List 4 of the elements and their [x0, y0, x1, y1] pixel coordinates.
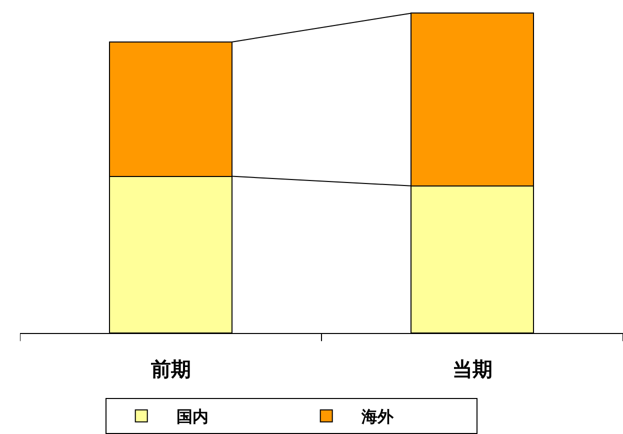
x-tick-label: 前期 [150, 357, 191, 381]
x-tick-label: 当期 [452, 357, 492, 381]
legend-label: 海外 [360, 407, 394, 426]
legend-label: 国内 [176, 407, 208, 426]
